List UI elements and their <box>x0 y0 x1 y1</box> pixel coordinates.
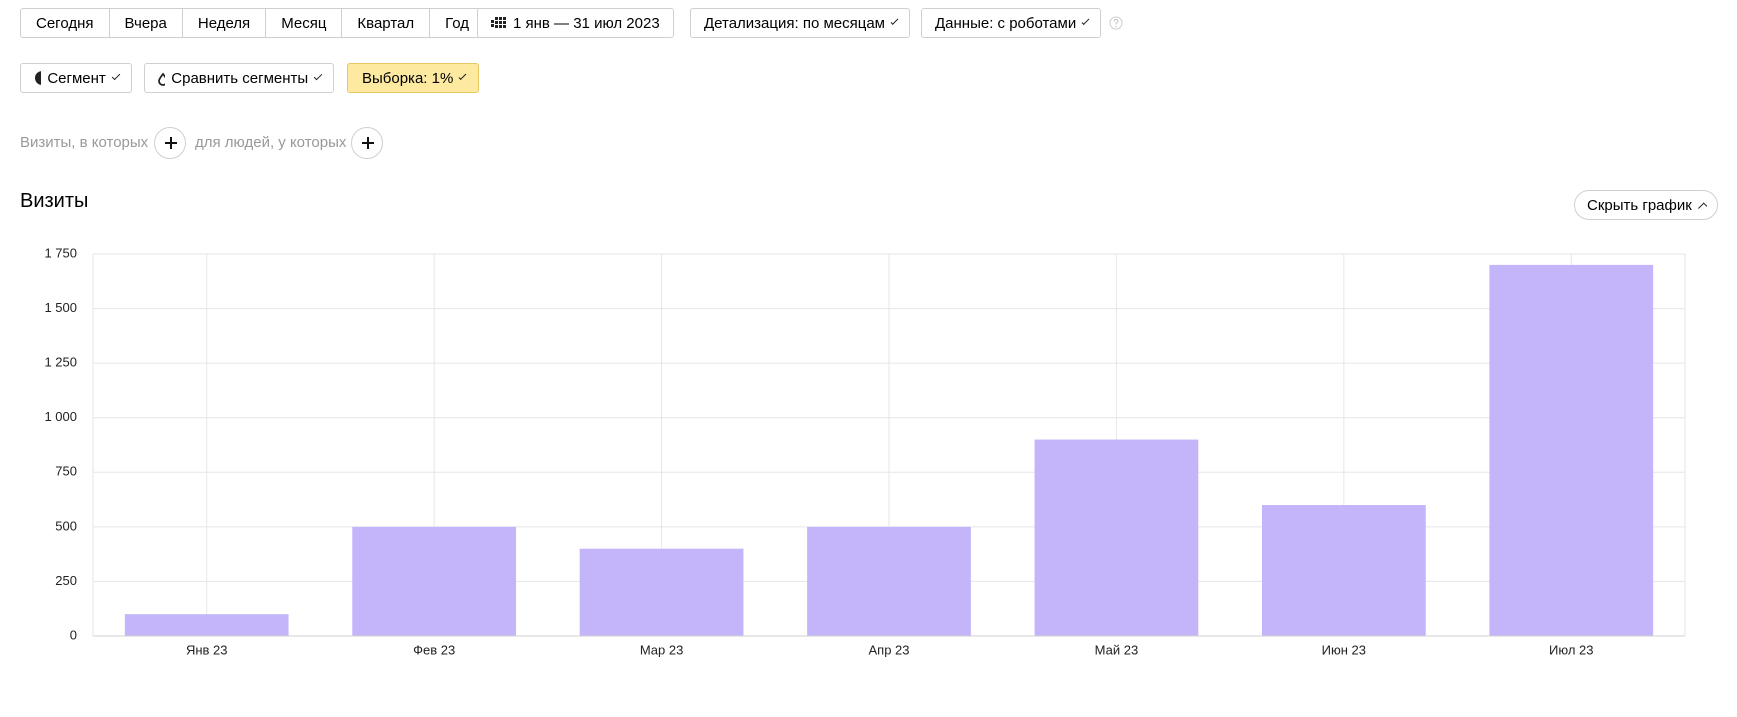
add-visit-filter[interactable] <box>154 127 186 159</box>
y-tick-label: 1 000 <box>44 409 77 424</box>
hide-chart-label: Скрыть график <box>1587 196 1692 214</box>
period-button[interactable]: Неделя <box>181 9 265 37</box>
x-tick-label: Янв 23 <box>186 642 228 657</box>
period-button[interactable]: Год <box>429 9 484 37</box>
chart-title: Визиты <box>20 190 89 212</box>
y-tick-label: 1 250 <box>44 355 77 370</box>
bar <box>124 614 289 636</box>
detail-button[interactable]: Детализация: по месяцам <box>690 8 910 38</box>
bar <box>1261 505 1426 636</box>
chevron <box>111 71 121 81</box>
data-mode-button[interactable]: Данные: с роботами <box>921 8 1101 38</box>
compare-label: Сравнить сегменты <box>171 69 309 87</box>
people-filter-label: для людей, у которых <box>195 134 347 151</box>
x-tick-label: Июл 23 <box>1549 642 1593 657</box>
y-tick-label: 250 <box>55 573 77 588</box>
chevron <box>458 72 467 80</box>
x-tick-label: Мар 23 <box>640 642 684 657</box>
pie-icon <box>35 71 42 85</box>
chevron <box>1081 17 1090 25</box>
detail-label: Детализация: по месяцам <box>704 14 885 32</box>
date-range: 1 янв — 31 июл 2023 <box>513 14 660 32</box>
period-button[interactable]: Квартал <box>341 9 429 37</box>
y-tick-label: 0 <box>70 627 77 642</box>
period-button[interactable]: Вчера <box>108 9 182 37</box>
visits-filter-label: Визиты, в которых <box>20 134 149 151</box>
sample-label: Выборка: 1% <box>362 69 454 87</box>
y-tick-label: 1 750 <box>44 245 77 260</box>
data-mode-label: Данные: с роботами <box>935 14 1077 32</box>
period-button[interactable]: Месяц <box>265 9 341 37</box>
x-tick-label: Апр 23 <box>868 642 909 657</box>
chevron <box>890 17 899 25</box>
compare-button[interactable]: Сравнить сегменты <box>144 63 334 93</box>
sample-button[interactable]: Выборка: 1% <box>347 63 479 93</box>
y-tick-label: 500 <box>55 518 77 533</box>
segment-label: Сегмент <box>47 69 106 87</box>
chevron <box>1697 202 1708 212</box>
x-tick-label: Май 23 <box>1095 642 1139 657</box>
add-people-filter[interactable] <box>351 127 383 159</box>
hide-chart-button[interactable]: Скрыть график <box>1574 190 1718 220</box>
bar <box>579 548 744 636</box>
date-range-button[interactable]: 1 янв — 31 июл 2023 <box>477 8 674 38</box>
bar <box>352 526 517 636</box>
help-icon[interactable] <box>1109 16 1123 30</box>
x-tick-label: Фев 23 <box>413 642 455 657</box>
drops-icon <box>158 71 166 86</box>
segment-button[interactable]: Сегмент <box>20 63 132 93</box>
calendar-icon <box>491 17 506 28</box>
y-tick-label: 750 <box>55 464 77 479</box>
bar <box>1489 264 1654 636</box>
bar <box>807 526 971 636</box>
y-tick-label: 1 500 <box>44 300 77 315</box>
period-group: Сегодня Вчера Неделя Месяц Квартал Год <box>20 8 486 38</box>
period-button[interactable]: Сегодня <box>36 14 94 32</box>
chevron <box>313 71 323 81</box>
bar <box>1034 439 1199 636</box>
x-tick-label: Июн 23 <box>1322 642 1366 657</box>
